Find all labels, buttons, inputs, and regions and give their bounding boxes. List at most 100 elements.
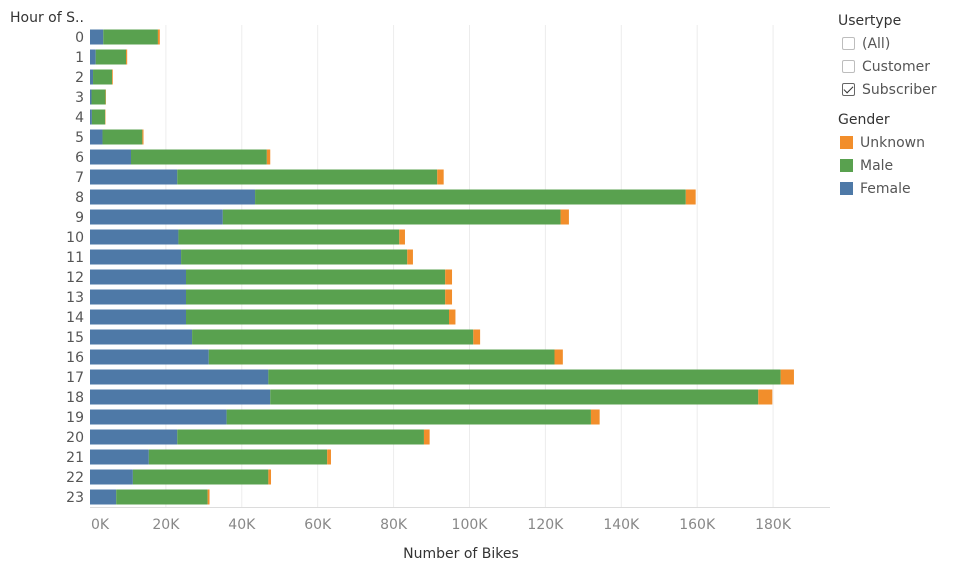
hour-label: 6 [75,150,84,166]
legend-item[interactable]: Unknown [838,131,968,154]
bar-male-hour-18[interactable] [270,389,759,405]
bar-female-hour-18[interactable] [90,389,271,405]
gender-legend-title: Gender [838,112,890,128]
bar-unknown-hour-11[interactable] [407,249,413,265]
bar-male-hour-20[interactable] [177,429,424,445]
bar-male-hour-13[interactable] [186,289,446,305]
bar-female-hour-7[interactable] [90,169,178,185]
checkbox-icon[interactable] [842,60,855,73]
bar-female-hour-1[interactable] [90,49,96,65]
bar-male-hour-9[interactable] [222,209,561,225]
bar-female-hour-23[interactable] [90,489,117,505]
bar-male-hour-12[interactable] [186,269,446,285]
bar-female-hour-8[interactable] [90,189,256,205]
bar-unknown-hour-21[interactable] [327,449,331,465]
hour-label: 21 [66,450,84,466]
bar-unknown-hour-12[interactable] [445,269,453,285]
bar-unknown-hour-17[interactable] [780,369,794,385]
bar-unknown-hour-2[interactable] [112,69,113,85]
bar-unknown-hour-18[interactable] [758,389,773,405]
bar-female-hour-4[interactable] [90,109,92,125]
bar-male-hour-3[interactable] [91,89,106,105]
bar-female-hour-3[interactable] [90,89,92,105]
gender-legend: Unknown Male Female [838,131,968,200]
usertype-option[interactable]: Customer [838,55,968,78]
legend-label: Female [860,180,911,197]
bar-female-hour-22[interactable] [90,469,133,485]
checkbox-icon[interactable] [842,37,855,50]
bar-female-hour-21[interactable] [90,449,149,465]
bar-male-hour-21[interactable] [148,449,328,465]
bar-female-hour-2[interactable] [90,69,94,85]
usertype-option[interactable]: Subscriber [838,78,968,101]
x-axis-ticks: 0K 20K 40K 60K 80K 100K 120K 140K 160K 180K [91,517,792,533]
bar-female-hour-6[interactable] [90,149,131,165]
bar-unknown-hour-16[interactable] [554,349,563,365]
bar-male-hour-22[interactable] [132,469,269,485]
legend-item[interactable]: Female [838,177,968,200]
bar-female-hour-16[interactable] [90,349,209,365]
bar-female-hour-15[interactable] [90,329,193,345]
bar-female-hour-12[interactable] [90,269,187,285]
bar-female-hour-20[interactable] [90,429,178,445]
bar-female-hour-10[interactable] [90,229,179,245]
legend-panel: Usertype (All) Customer Subscriber Gender … [838,10,968,200]
usertype-filter: (All) Customer Subscriber [838,32,968,101]
bar-female-hour-13[interactable] [90,289,187,305]
bar-female-hour-14[interactable] [90,309,187,325]
bar-male-hour-4[interactable] [91,109,106,125]
bar-unknown-hour-23[interactable] [207,489,210,505]
x-tick-label: 120K [527,517,564,533]
bar-female-hour-9[interactable] [90,209,223,225]
hour-label: 15 [66,330,84,346]
usertype-option[interactable]: (All) [838,32,968,55]
x-tick-label: 60K [304,517,332,533]
bar-unknown-hour-10[interactable] [399,229,405,245]
bar-unknown-hour-19[interactable] [590,409,600,425]
bar-unknown-hour-13[interactable] [445,289,453,305]
legend-item[interactable]: Male [838,154,968,177]
bar-male-hour-8[interactable] [255,189,686,205]
x-tick-label: 0K [91,517,110,533]
bar-female-hour-11[interactable] [90,249,182,265]
hour-label: 8 [75,190,84,206]
bar-unknown-hour-8[interactable] [685,189,696,205]
bar-female-hour-17[interactable] [90,369,269,385]
bar-unknown-hour-22[interactable] [268,469,272,485]
bar-unknown-hour-5[interactable] [142,129,144,145]
hour-label: 0 [75,30,84,46]
hour-label: 12 [66,270,84,286]
bar-unknown-hour-7[interactable] [437,169,444,185]
bar-female-hour-5[interactable] [90,129,103,145]
bar-male-hour-2[interactable] [93,69,113,85]
hour-label: 23 [66,490,84,506]
checkbox-checked-icon[interactable] [842,83,855,96]
hour-label: 3 [75,90,84,106]
bar-unknown-hour-14[interactable] [448,309,456,325]
bar-male-hour-1[interactable] [95,49,127,65]
bar-male-hour-15[interactable] [192,329,474,345]
bar-female-hour-19[interactable] [90,409,227,425]
bar-male-hour-6[interactable] [130,149,267,165]
bar-male-hour-16[interactable] [208,349,555,365]
bar-male-hour-10[interactable] [178,229,400,245]
bar-male-hour-11[interactable] [181,249,408,265]
legend-swatch [840,182,853,195]
bar-male-hour-23[interactable] [116,489,208,505]
bar-male-hour-7[interactable] [177,169,438,185]
bar-unknown-hour-20[interactable] [423,429,430,445]
bar-unknown-hour-0[interactable] [157,29,160,45]
bar-male-hour-5[interactable] [102,129,143,145]
usertype-option-label: Subscriber [862,81,937,98]
hour-label: 16 [66,350,84,366]
bar-female-hour-0[interactable] [90,29,104,45]
bar-male-hour-17[interactable] [268,369,781,385]
bar-unknown-hour-6[interactable] [266,149,271,165]
bar-male-hour-14[interactable] [186,309,449,325]
bar-unknown-hour-1[interactable] [126,49,128,65]
bar-unknown-hour-9[interactable] [560,209,569,225]
bar-male-hour-19[interactable] [226,409,591,425]
bar-male-hour-0[interactable] [103,29,158,45]
bar-unknown-hour-15[interactable] [473,329,481,345]
